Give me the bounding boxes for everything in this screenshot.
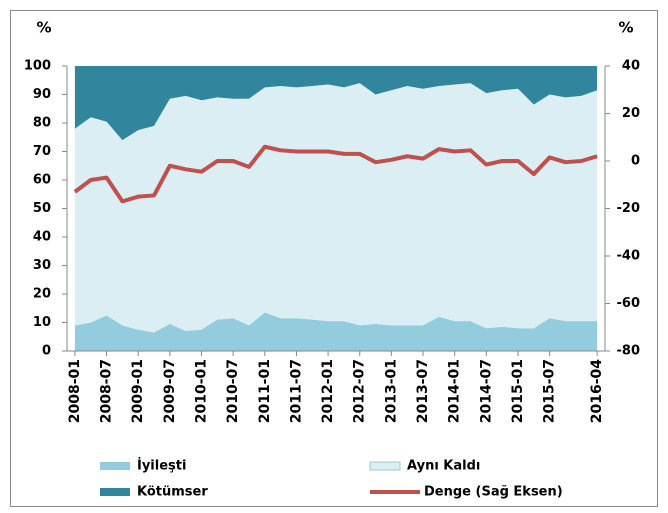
- y-tick-label: 20: [33, 287, 51, 302]
- legend-label: İyileşti: [137, 458, 186, 474]
- x-tick-label: 2010-01: [194, 359, 210, 423]
- area: [74, 312, 598, 351]
- y2-tick-label: 0: [631, 154, 640, 169]
- y2-tick-label: -80: [617, 344, 641, 359]
- y-tick-label: 40: [33, 230, 51, 245]
- area: [74, 66, 598, 141]
- y2-tick-label: 40: [622, 59, 640, 74]
- y-tick-label: 30: [33, 258, 51, 273]
- x-tick-label: 2014-07: [478, 359, 494, 423]
- y-tick-label: 90: [33, 87, 51, 102]
- legend-swatch: [100, 488, 130, 496]
- x-tick-label: 2010-07: [225, 359, 241, 423]
- x-tick-label: 2011-07: [288, 359, 304, 423]
- x-tick-label: 2009-07: [162, 359, 178, 423]
- y2-tick-label: -40: [617, 249, 641, 264]
- y-tick-label: 100: [24, 59, 51, 74]
- x-tick-label: 2012-07: [352, 359, 368, 423]
- x-tick-label: 2011-01: [257, 359, 273, 423]
- x-tick-label: 2014-01: [447, 359, 463, 423]
- x-tick-label: 2013-01: [383, 359, 399, 423]
- x-tick-label: 2016-04: [589, 359, 605, 424]
- legend-swatch: [369, 461, 401, 471]
- y-axis-label: %: [36, 19, 51, 37]
- y-tick-label: 10: [33, 315, 51, 330]
- y-tick-label: 80: [33, 116, 51, 131]
- y2-tick-label: 20: [622, 106, 640, 121]
- y-tick-label: 70: [33, 144, 51, 159]
- y-tick-label: 50: [33, 201, 51, 216]
- legend-label: Aynı Kaldı: [407, 459, 480, 474]
- x-tick-label: 2013-07: [415, 359, 431, 423]
- y2-tick-label: -60: [617, 296, 641, 311]
- x-tick-label: 2012-01: [320, 359, 336, 423]
- y2-tick-label: -20: [617, 201, 641, 216]
- y-tick-label: 60: [33, 173, 51, 188]
- y2-axis-label: %: [618, 19, 633, 37]
- x-tick-label: 2009-01: [130, 359, 146, 423]
- x-tick-label: 2008-07: [99, 359, 115, 423]
- line: [73, 144, 598, 204]
- x-tick-label: 2015-07: [542, 359, 558, 423]
- x-tick-label: 2008-01: [67, 359, 83, 423]
- legend-label: Kötümser: [137, 485, 208, 500]
- x-tick-label: 2015-01: [510, 359, 526, 423]
- y-tick-label: 0: [42, 344, 51, 359]
- area: [74, 83, 598, 333]
- legend-swatch: [100, 462, 130, 470]
- legend-label: Denge (Sağ Eksen): [424, 485, 563, 500]
